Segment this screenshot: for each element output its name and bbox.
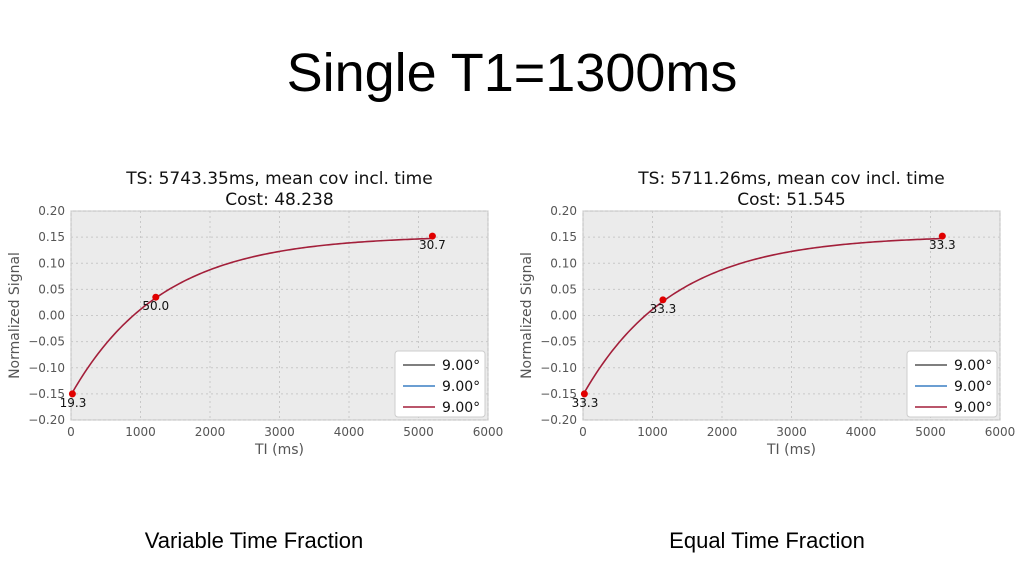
- x-tick-label: 1000: [637, 425, 668, 439]
- x-tick-label: 3000: [264, 425, 295, 439]
- data-point: [152, 293, 160, 301]
- data-point: [428, 232, 436, 240]
- x-tick-label: 1000: [125, 425, 156, 439]
- data-point-label: 19.3: [60, 396, 87, 410]
- x-tick-label: 6000: [473, 425, 504, 439]
- y-tick-label: −0.15: [540, 387, 577, 401]
- data-point: [68, 390, 76, 398]
- x-tick-label: 2000: [707, 425, 738, 439]
- y-tick-label: 0.20: [550, 204, 577, 218]
- legend: [906, 350, 998, 418]
- signal-curve: [582, 237, 943, 396]
- legend-entry: 9.00°: [954, 358, 992, 374]
- chart-svg: TS: 5743.35ms, mean cov incl. timeCost: …: [7, 169, 504, 458]
- legend: [394, 350, 486, 418]
- chart-title: TS: 5711.26ms, mean cov incl. time: [637, 169, 944, 189]
- chart-subtitle: Cost: 48.238: [225, 190, 333, 210]
- chart-subtitle: Cost: 51.545: [737, 190, 845, 210]
- data-point-label: 33.3: [650, 302, 677, 316]
- y-axis-label: Normalized Signal: [7, 252, 23, 379]
- y-tick-label: 0.20: [38, 204, 65, 218]
- x-tick-label: 4000: [334, 425, 365, 439]
- caption-equal-time-fraction: Equal Time Fraction: [669, 528, 865, 553]
- y-tick-label: −0.20: [540, 413, 577, 427]
- y-tick-label: −0.20: [28, 413, 65, 427]
- legend-entry: 9.00°: [954, 379, 992, 395]
- y-tick-label: −0.10: [540, 361, 577, 375]
- x-tick-label: 5000: [915, 425, 946, 439]
- y-tick-label: −0.10: [28, 361, 65, 375]
- y-tick-label: −0.05: [540, 335, 577, 349]
- x-tick-label: 6000: [985, 425, 1016, 439]
- chart-equal-time-fraction: TS: 5711.26ms, mean cov incl. time Cost: …: [512, 160, 1024, 460]
- x-axis-label: TI (ms): [766, 442, 816, 458]
- y-tick-label: 0.05: [38, 282, 65, 296]
- legend-entry: 9.00°: [442, 358, 480, 374]
- y-tick-label: −0.15: [28, 387, 65, 401]
- data-point: [938, 232, 946, 240]
- y-tick-label: 0.05: [550, 282, 577, 296]
- data-point-label: 33.3: [572, 396, 599, 410]
- data-point-label: 30.7: [419, 238, 446, 252]
- data-point-label: 50.0: [142, 299, 169, 313]
- x-tick-label: 3000: [776, 425, 807, 439]
- x-tick-label: 0: [67, 425, 75, 439]
- x-tick-label: 5000: [403, 425, 434, 439]
- y-tick-label: 0.10: [550, 256, 577, 270]
- y-tick-label: −0.05: [28, 335, 65, 349]
- x-tick-label: 2000: [195, 425, 226, 439]
- legend-entry: 9.00°: [954, 400, 992, 416]
- y-axis-label: Normalized Signal: [519, 252, 535, 379]
- x-tick-label: 0: [579, 425, 587, 439]
- y-tick-label: 0.15: [550, 230, 577, 244]
- data-point: [659, 296, 667, 304]
- data-point-label: 33.3: [929, 238, 956, 252]
- y-tick-label: 0.00: [550, 309, 577, 323]
- data-point: [580, 390, 588, 398]
- y-tick-label: 0.10: [38, 256, 65, 270]
- y-tick-label: 0.15: [38, 230, 65, 244]
- x-axis-label: TI (ms): [254, 442, 304, 458]
- chart-title: TS: 5743.35ms, mean cov incl. time: [125, 169, 432, 189]
- signal-curve: [70, 237, 433, 396]
- chart-variable-time-fraction: TS: 5743.35ms, mean cov incl. time Cost: …: [0, 160, 512, 460]
- slide-title: Single T1=1300ms: [286, 43, 738, 103]
- caption-variable-time-fraction: Variable Time Fraction: [144, 528, 364, 553]
- y-tick-label: 0.00: [38, 309, 65, 323]
- legend-entry: 9.00°: [442, 400, 480, 416]
- legend-entry: 9.00°: [442, 379, 480, 395]
- chart-svg: TS: 5711.26ms, mean cov incl. timeCost: …: [519, 169, 1016, 458]
- x-tick-label: 4000: [846, 425, 877, 439]
